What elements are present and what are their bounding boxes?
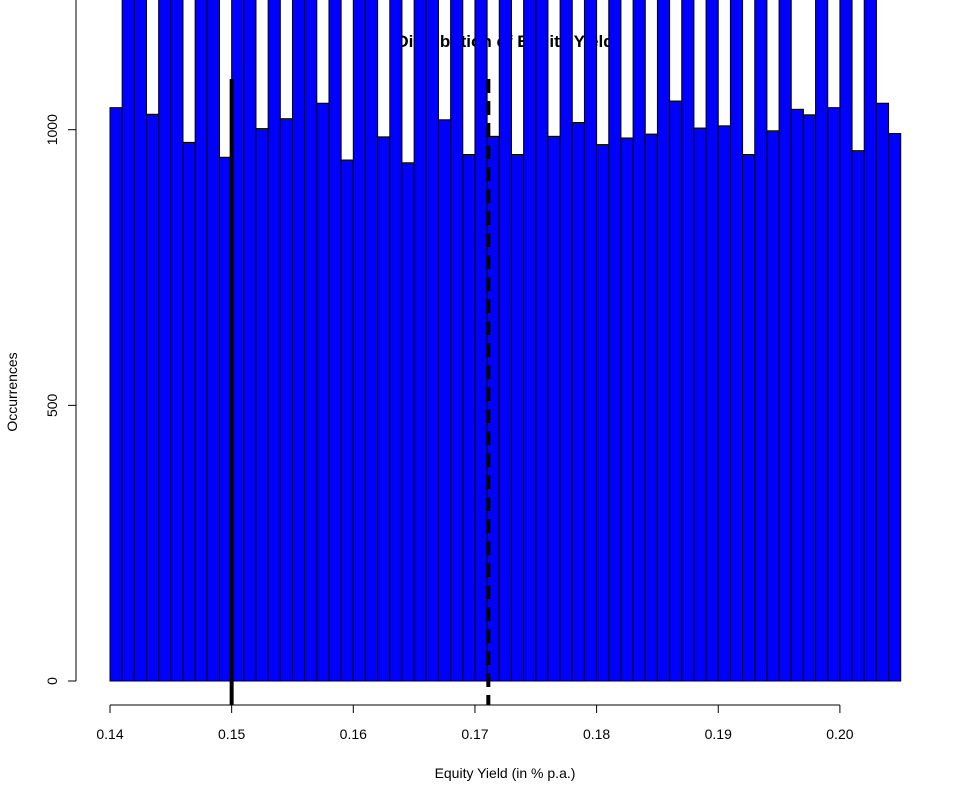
histogram-bar [401, 162, 415, 682]
x-tick-label: 0.18 [583, 726, 610, 742]
histogram-bar [243, 0, 257, 682]
x-axis: 0.14 0.15 0.16 0.17 0.18 0.19 0.20 [96, 704, 854, 742]
histogram-bar [863, 0, 877, 682]
histogram-bar [583, 0, 598, 682]
histogram-bar [255, 128, 269, 682]
histogram-bar [559, 0, 573, 682]
x-tick-label: 0.14 [96, 726, 123, 742]
histogram-bar [644, 133, 658, 682]
y-tick-label: 1000 [44, 114, 60, 145]
reference-lines [229, 79, 491, 705]
x-tick-label: 0.15 [218, 726, 245, 742]
y-axis: 0500100015002000 [44, 0, 77, 685]
histogram-bar [620, 137, 634, 682]
histogram-bar [133, 0, 147, 682]
y-tick-label: 500 [44, 393, 60, 417]
histogram-bar [352, 0, 366, 682]
y-axis-label: Occurrences [4, 352, 20, 431]
histogram-bar [790, 108, 804, 682]
histogram-bar [267, 0, 281, 682]
histogram-bar [839, 0, 853, 682]
x-axis-label: Equity Yield (in % p.a.) [435, 765, 576, 781]
histogram-bar [340, 159, 354, 682]
histogram-bar [693, 127, 707, 682]
histogram-bar [109, 107, 123, 682]
histogram-bar [462, 154, 476, 682]
histogram-bar [413, 0, 427, 682]
histogram-bar [815, 0, 829, 682]
histogram-bar [571, 122, 585, 682]
histogram-bar [145, 113, 160, 682]
histogram-bar [389, 0, 403, 682]
histogram-bar [681, 0, 695, 682]
histogram-bar [523, 0, 537, 682]
x-tick-label: 0.19 [705, 726, 732, 742]
histogram-bar [279, 118, 293, 682]
histogram-bar [474, 0, 488, 682]
histogram-bar [535, 0, 549, 682]
histogram-bar [754, 0, 768, 682]
histogram-bar [182, 141, 196, 682]
x-tick-label: 0.17 [461, 726, 488, 742]
histogram-bar [742, 154, 756, 682]
histogram-bar [596, 144, 610, 682]
histogram-bar [632, 0, 646, 682]
histogram-bar [669, 100, 683, 682]
histogram-bar [717, 125, 731, 682]
histogram-bar [498, 0, 512, 682]
histogram-bar [206, 0, 220, 682]
histogram-bar [729, 0, 744, 682]
histogram-bar [875, 102, 890, 682]
histogram-bar [425, 0, 439, 682]
histogram-bar [547, 135, 561, 682]
histogram-bar [827, 107, 841, 682]
histogram-bar [316, 102, 330, 682]
bars-group [109, 0, 902, 682]
histogram-bar [304, 0, 318, 682]
histogram-bar [170, 0, 184, 682]
histogram-bar [158, 0, 172, 682]
histogram-bar [377, 136, 391, 682]
histogram-bar [450, 0, 464, 682]
y-tick-label: 0 [44, 677, 60, 685]
histogram-bar [656, 0, 671, 682]
x-tick-label: 0.20 [826, 726, 853, 742]
histogram-bar [888, 133, 902, 682]
histogram-bar [802, 114, 817, 682]
histogram-bar [608, 0, 622, 682]
histogram-bar [121, 0, 135, 682]
histogram-bar [437, 119, 452, 682]
histogram-bar [291, 0, 306, 682]
histogram-bar [705, 0, 719, 682]
histogram-bar [194, 0, 208, 682]
histogram-bar [510, 154, 525, 682]
histogram-bar [328, 0, 342, 682]
histogram-bar [766, 130, 780, 682]
histogram-bar [778, 0, 792, 682]
x-tick-label: 0.16 [340, 726, 367, 742]
histogram-bar [851, 150, 865, 682]
histogram-bar [364, 0, 379, 682]
